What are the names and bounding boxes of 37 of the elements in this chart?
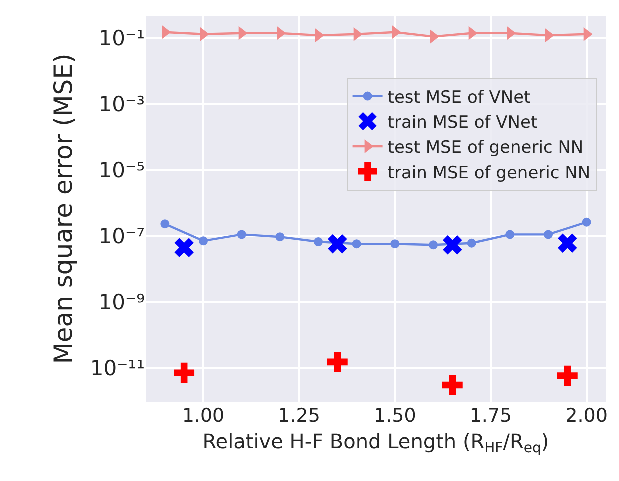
point [160, 220, 170, 229]
point [174, 362, 195, 384]
point [352, 240, 362, 249]
x-tick-label: 1.75 [470, 405, 512, 427]
y-tick-label: 10⁻¹¹ [90, 356, 145, 380]
point [467, 238, 476, 248]
point [276, 232, 285, 242]
point [442, 375, 463, 396]
legend-label: test MSE of VNet [388, 88, 532, 108]
point [429, 240, 438, 250]
legend-label: test MSE of generic NN [388, 138, 584, 158]
point [443, 236, 462, 255]
point [557, 366, 578, 386]
point [199, 236, 208, 246]
x-axis-title: Relative H-F Bond Length (R$_{HF}$/R$_{eq}$) [202, 430, 550, 457]
y-axis-title: Mean square error (MSE) [49, 54, 78, 364]
point [174, 238, 194, 258]
y-tick-label: 10⁻⁵ [98, 158, 145, 182]
point [558, 234, 578, 253]
point [237, 230, 246, 240]
y-tick-label: 10⁻⁷ [98, 224, 145, 248]
point [544, 230, 553, 240]
y-tick-label: 10⁻³ [98, 92, 145, 116]
x-tick-label: 1.50 [374, 405, 416, 427]
point [506, 230, 515, 240]
point [314, 238, 323, 247]
legend-label: train MSE of VNet [388, 113, 538, 134]
point [328, 234, 348, 254]
x-tick-label: 2.00 [566, 405, 608, 427]
x-tick-label: 1.25 [278, 405, 320, 427]
x-tick-label: 1.00 [182, 405, 225, 427]
point [582, 218, 592, 227]
point [327, 352, 348, 372]
point [390, 240, 400, 249]
y-tick-label: 10⁻¹ [98, 26, 145, 51]
y-tick-label: 10⁻⁹ [98, 290, 145, 314]
legend-label: train MSE of generic NN [388, 163, 591, 184]
